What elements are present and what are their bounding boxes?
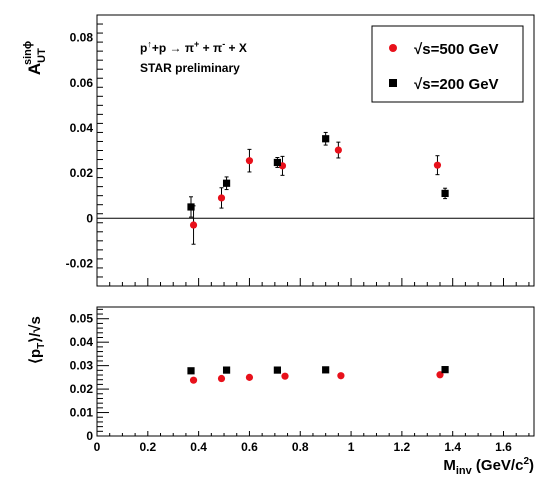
legend-marker-500 <box>389 44 397 52</box>
data-point-s500 <box>334 146 342 154</box>
x-tick-label: 0.8 <box>292 440 309 454</box>
data-point-s200 <box>222 179 231 187</box>
data-point-s500 <box>245 373 254 381</box>
data-point-s200 <box>187 367 195 375</box>
data-point-s200 <box>322 366 330 374</box>
pt-series <box>187 366 449 384</box>
data-point-s500 <box>433 161 442 169</box>
data-point-s500 <box>217 374 226 383</box>
pt-y-ticks: 0 0.01 0.02 0.03 0.04 0.05 <box>70 308 109 443</box>
data-point-s200 <box>322 135 330 143</box>
x-tick-label: 0 <box>94 440 101 454</box>
data-point-s500 <box>281 372 289 380</box>
data-point-s200 <box>441 189 449 198</box>
y-title-sub: UT <box>36 48 48 63</box>
x-tick-label: 0.4 <box>190 440 207 454</box>
legend-box <box>371 25 524 103</box>
data-point-s500 <box>217 194 226 202</box>
data-point-s500 <box>245 157 254 165</box>
x-axis-title: Minv (GeV/c2) <box>443 456 534 477</box>
y-title-sup: sinϕ <box>22 41 34 65</box>
reaction-annotation: p↑+p → π+ + π- + X <box>140 39 247 55</box>
legend: √s=500 GeV √s=200 GeV <box>371 25 524 103</box>
y-tick-label: 0 <box>86 211 93 225</box>
asymmetry-series <box>187 131 449 245</box>
y-tick-label: -0.02 <box>66 256 94 270</box>
x-tick-label: 0.6 <box>241 440 258 454</box>
y-tick-label: 0.02 <box>70 382 94 396</box>
asymmetry-y-ticks: -0.02 0 0.02 0.04 0.06 0.08 <box>66 14 103 287</box>
asymmetry-x-ticks <box>96 278 530 286</box>
x-tick-label: 1.2 <box>394 440 411 454</box>
pt-x-ticks: 0 0.2 0.4 0.6 0.8 1 1.2 1.4 1.6 <box>94 431 530 454</box>
preliminary-annotation: STAR preliminary <box>140 61 240 75</box>
data-point-s500 <box>337 372 345 380</box>
y-tick-label: 0.06 <box>70 76 94 90</box>
asymmetry-panel: -0.02 0 0.02 0.04 0.06 0.08 AUTsinϕ p↑+p → π+… <box>22 14 535 287</box>
x-tick-label: 1 <box>348 440 355 454</box>
data-point-s500 <box>189 221 198 229</box>
y-title-main: A <box>25 63 44 75</box>
x-tick-label: 1.6 <box>495 440 512 454</box>
asymmetry-y-axis-title: AUTsinϕ <box>22 41 48 75</box>
x-tick-label: 0.2 <box>139 440 156 454</box>
y-tick-label: 0.04 <box>70 121 94 135</box>
pt-y-axis-title: ⟨pT⟩/√s <box>27 316 47 364</box>
data-point-s200 <box>273 158 281 167</box>
x-tick-label: 1.4 <box>444 440 461 454</box>
pt-panel: 0 0.01 0.02 0.03 0.04 0.05 0 0.2 0.4 0.6 0.8 1 1.2 1… <box>27 306 535 477</box>
pt-plot-frame <box>96 306 535 437</box>
y-tick-label: 0.03 <box>70 359 94 373</box>
y-tick-label: 0.05 <box>70 312 94 326</box>
data-point-s200 <box>441 366 449 374</box>
y-tick-label: 0.01 <box>70 406 94 420</box>
y-tick-label: 0.02 <box>70 166 94 180</box>
data-point-s500 <box>189 376 198 384</box>
legend-marker-200 <box>389 79 397 87</box>
y-tick-label: 0.08 <box>70 31 94 45</box>
data-point-s200 <box>187 203 195 211</box>
legend-label-200: √s=200 GeV <box>414 76 499 93</box>
y-tick-label: 0 <box>86 429 93 443</box>
data-point-s200 <box>273 366 281 374</box>
data-point-s200 <box>222 366 231 374</box>
y-tick-label: 0.04 <box>70 335 94 349</box>
legend-label-500: √s=500 GeV <box>414 41 499 58</box>
